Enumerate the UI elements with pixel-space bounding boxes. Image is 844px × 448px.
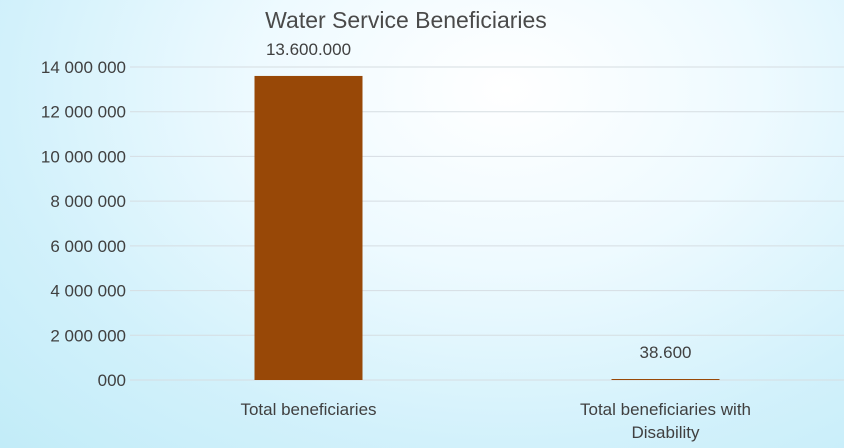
- x-category-label: Total beneficiaries: [240, 400, 376, 419]
- chart-title: Water Service Beneficiaries: [265, 7, 547, 33]
- x-category-label: Disability: [631, 423, 700, 442]
- bar-1: [611, 379, 720, 380]
- y-tick-label: 10 000 000: [41, 147, 126, 166]
- data-label: 13.600.000: [266, 40, 351, 59]
- y-tick-label: 000: [98, 371, 126, 390]
- bar-0: [254, 75, 363, 380]
- y-tick-label: 6 000 000: [50, 237, 126, 256]
- y-tick-label: 12 000 000: [41, 103, 126, 122]
- y-tick-label: 14 000 000: [41, 58, 126, 77]
- data-label: 38.600: [640, 343, 692, 362]
- y-tick-label: 4 000 000: [50, 282, 126, 301]
- x-category-label: Total beneficiaries with: [580, 400, 751, 419]
- y-tick-label: 2 000 000: [50, 326, 126, 345]
- y-tick-label: 8 000 000: [50, 192, 126, 211]
